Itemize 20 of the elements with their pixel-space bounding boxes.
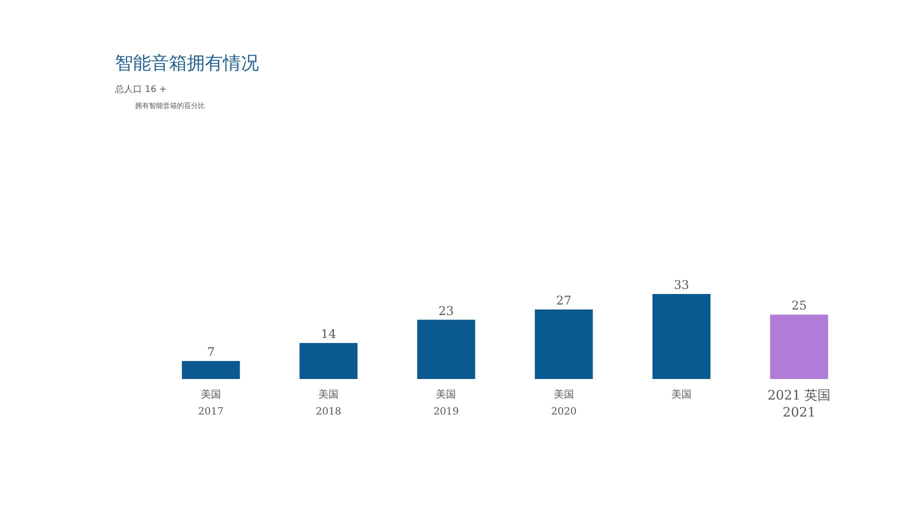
bar <box>534 309 593 379</box>
bar <box>300 342 358 379</box>
chart-subtitle: 总人口 16 + <box>114 84 167 95</box>
bar <box>182 360 240 379</box>
data-label: 23 <box>438 304 454 318</box>
data-label: 25 <box>791 298 807 313</box>
x-tick-label: 美国 2018 <box>316 388 342 418</box>
x-tick-label: 美国 2020 <box>551 388 577 418</box>
data-label: 27 <box>556 293 572 308</box>
x-tick-label: 美国 2017 <box>198 388 224 418</box>
x-tick-label: 2021 英国 2021 <box>768 388 831 420</box>
bar <box>770 314 828 379</box>
bar <box>417 320 476 379</box>
data-label: 7 <box>207 344 215 359</box>
chart-title: 智能音箱拥有情况 <box>115 53 259 74</box>
bar <box>652 294 710 379</box>
data-label: 33 <box>674 278 690 292</box>
x-tick-label: 美国 <box>671 388 692 400</box>
data-label: 14 <box>320 326 337 341</box>
x-tick-label: 美国 2019 <box>433 388 459 418</box>
